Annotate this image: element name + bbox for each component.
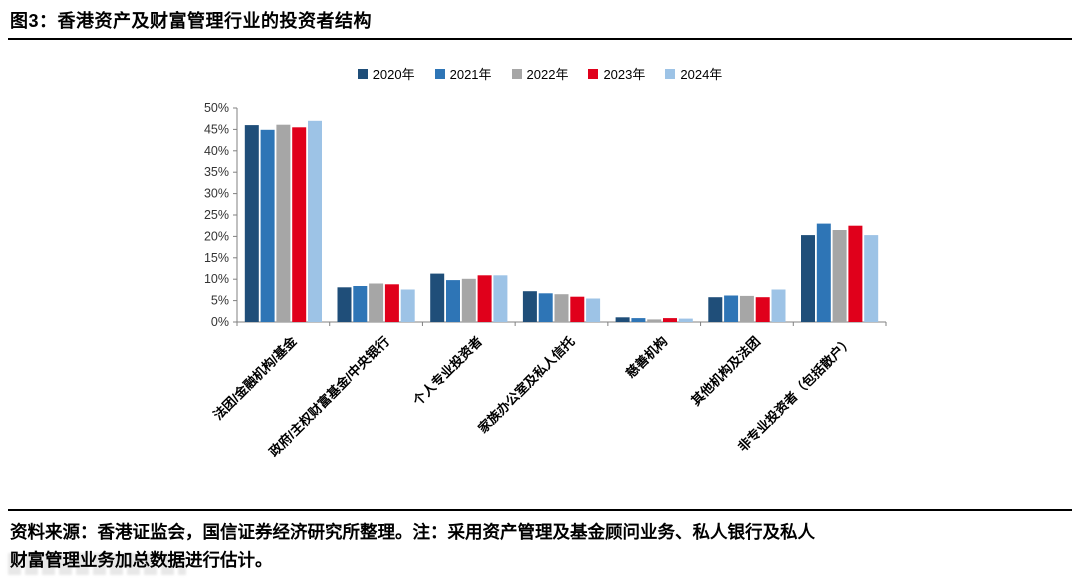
watermark: [8, 553, 186, 575]
bar: [663, 318, 677, 322]
bar: [276, 124, 291, 322]
legend-swatch-icon: [665, 68, 676, 79]
bar: [678, 318, 693, 322]
bar: [493, 275, 508, 322]
bar: [353, 286, 368, 322]
bar: [522, 291, 537, 322]
bar: [260, 129, 275, 322]
legend-swatch-icon: [357, 68, 368, 79]
bar: [708, 297, 723, 322]
title-divider-line: [8, 38, 1072, 40]
y-axis-tick-label: 40%: [204, 144, 229, 158]
legend-label: 2023年: [603, 67, 646, 82]
legend-item: 2023年: [588, 64, 645, 83]
footer-divider-line: [8, 509, 1072, 511]
bar: [848, 225, 863, 322]
x-axis-label: 个人专业投资者: [409, 334, 485, 410]
legend-swatch-icon: [434, 68, 445, 79]
bar: [864, 235, 879, 322]
bar: [430, 273, 445, 322]
legend-label: 2021年: [449, 67, 492, 82]
bar: [570, 296, 585, 322]
y-axis-tick-label: 15%: [204, 251, 229, 265]
y-axis-tick-label: 35%: [204, 165, 229, 179]
y-axis-tick-label: 30%: [204, 187, 229, 201]
bar: [384, 284, 399, 322]
legend-item: 2022年: [511, 64, 569, 83]
legend-item: 2021年: [434, 64, 492, 83]
bar: [554, 294, 569, 322]
bar: [292, 127, 307, 322]
x-axis-label: 慈善机构: [623, 334, 670, 381]
bar: [308, 120, 322, 322]
y-axis-tick-label: 10%: [204, 272, 229, 286]
bar: [755, 297, 770, 322]
y-axis-tick-label: 25%: [204, 208, 229, 222]
bar: [446, 280, 460, 322]
bar: [724, 295, 739, 322]
bar: [400, 289, 415, 322]
y-axis-tick-label: 45%: [204, 122, 229, 136]
bar: [647, 319, 662, 322]
y-axis-tick-label: 5%: [211, 294, 229, 308]
y-axis-tick-label: 50%: [204, 101, 229, 115]
legend-swatch-icon: [588, 68, 599, 79]
bar: [739, 295, 754, 322]
y-axis-tick-label: 20%: [204, 229, 229, 243]
legend-label: 2024年: [680, 67, 723, 82]
source-note-line2: 财富管理业务加总数据进行估计。: [10, 550, 273, 570]
bar: [461, 278, 476, 322]
bar: [586, 298, 601, 322]
source-note: 资料来源：香港证监会，国信证券经济研究所整理。注：采用资产管理及基金顾问业务、私…: [10, 518, 1072, 574]
chart-legend: 2020年 2021年 2022年 2023年 2024年: [0, 64, 1080, 83]
legend-item: 2020年: [357, 64, 415, 83]
bar: [631, 318, 646, 322]
x-axis-label: 其他机构及法团: [688, 334, 763, 409]
figure-title: 图3：香港资产及财富管理行业的投资者结构: [10, 11, 373, 31]
source-note-line1: 资料来源：香港证监会，国信证券经济研究所整理。注：采用资产管理及基金顾问业务、私…: [10, 522, 815, 542]
y-axis-tick-label: 0%: [211, 315, 229, 329]
legend-label: 2020年: [372, 67, 415, 82]
bar: [538, 293, 553, 322]
bar: [244, 125, 259, 322]
legend-label: 2022年: [526, 67, 569, 82]
bar: [337, 287, 352, 322]
bar: [801, 235, 815, 322]
bar: [477, 275, 492, 322]
bar: [369, 283, 384, 322]
bar: [771, 289, 786, 322]
legend-item: 2024年: [665, 64, 722, 83]
x-axis-label: 家族办公室及私人信托: [475, 334, 578, 437]
bar-chart: 0% 5% 10% 15% 20% 25% 30% 35% 40% 45% 50% 法团/金融机构/基…: [204, 101, 887, 460]
x-axis-label: 法团/金融机构/基金: [210, 333, 300, 423]
bar: [832, 230, 847, 322]
bar: [615, 317, 630, 322]
legend-swatch-icon: [511, 68, 522, 79]
bar: [816, 223, 831, 322]
